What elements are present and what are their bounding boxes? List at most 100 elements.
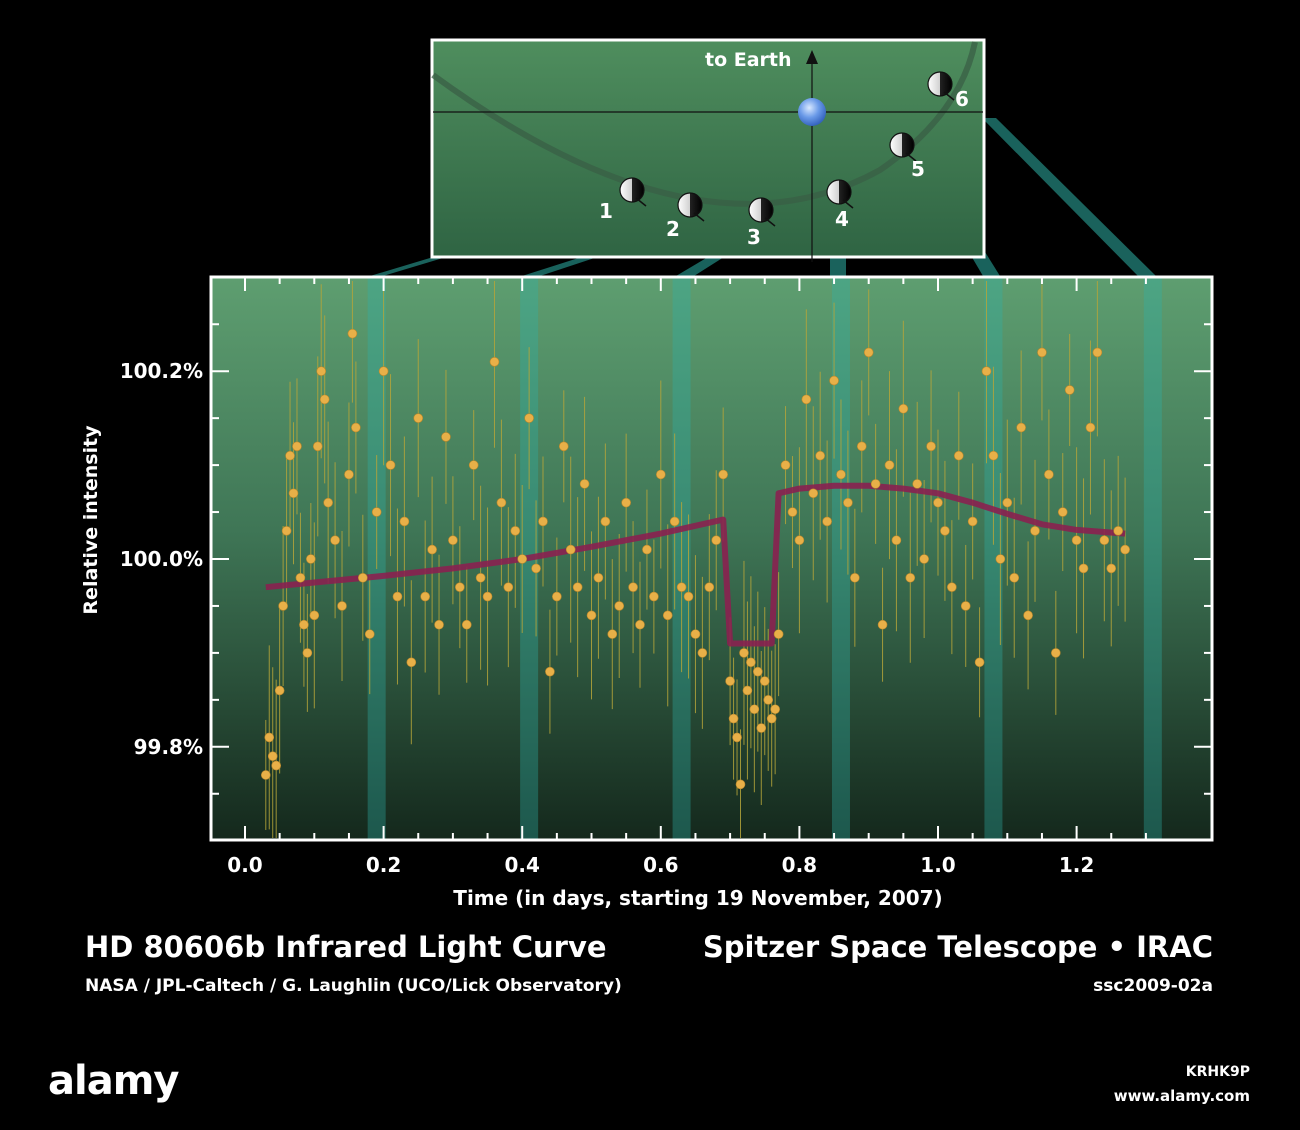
data-point <box>749 704 760 715</box>
data-point <box>1002 497 1013 508</box>
data-point <box>676 582 687 592</box>
data-point <box>870 479 881 489</box>
data-point <box>312 441 323 452</box>
data-points <box>260 328 1130 790</box>
data-point <box>988 450 999 461</box>
spin-axis-icon <box>943 91 955 101</box>
position-label: 2 <box>666 217 680 241</box>
data-point <box>392 591 403 602</box>
planet-position-6: 6 <box>927 71 969 111</box>
spin-axis-icon <box>905 152 917 162</box>
data-point <box>773 629 784 639</box>
data-point <box>524 413 534 423</box>
data-point <box>735 779 746 790</box>
brand-logo: alamy <box>48 1058 179 1104</box>
position-label: 4 <box>835 207 849 231</box>
data-point <box>981 366 992 377</box>
data-point <box>763 695 774 705</box>
planet-icon <box>826 179 852 205</box>
data-point <box>434 619 444 630</box>
data-point <box>281 526 292 536</box>
data-point <box>891 535 902 546</box>
spin-axis-icon <box>635 197 647 207</box>
data-point <box>669 516 680 527</box>
data-point <box>808 488 819 499</box>
data-point <box>884 460 895 470</box>
y-axis-label: Relative intensity <box>80 425 102 615</box>
data-point <box>420 591 430 602</box>
data-point <box>292 441 302 452</box>
x-tick-label: 0.2 <box>366 853 401 877</box>
y-tick-labels: 99.8% 100.0% 100.2% <box>120 359 203 759</box>
data-point <box>531 563 541 574</box>
x-tick-labels: 0.0 0.2 0.4 0.6 0.8 1.0 1.2 <box>227 853 1094 877</box>
data-point <box>285 450 295 461</box>
y-tick-label: 99.8% <box>134 735 203 759</box>
data-point <box>1092 347 1103 358</box>
data-point <box>770 704 780 715</box>
data-point <box>725 676 735 686</box>
light-curve-plot: 0.0 0.2 0.4 0.6 0.8 1.0 1.2 99.8%100.0%100.2% … <box>80 275 1214 910</box>
data-point <box>299 619 309 630</box>
planet-icon <box>677 192 703 218</box>
data-point <box>579 479 590 489</box>
data-point <box>905 572 916 583</box>
data-point <box>912 479 923 489</box>
data-point <box>1085 422 1096 433</box>
data-point <box>628 582 638 592</box>
data-point <box>960 601 971 611</box>
data-point <box>856 441 867 452</box>
data-point <box>863 347 874 358</box>
data-point <box>655 469 666 480</box>
y-tick-label: 100.0% <box>120 547 203 571</box>
data-point <box>690 629 701 639</box>
data-point <box>364 629 375 639</box>
data-point <box>843 497 853 508</box>
data-point <box>378 366 389 377</box>
data-point <box>794 535 805 546</box>
x-axis-label: Time (in days, starting 19 November, 200… <box>453 886 942 910</box>
data-point <box>510 526 521 536</box>
data-point <box>953 450 964 461</box>
data-point <box>1078 563 1089 574</box>
credit-line: NASA / JPL-Caltech / G. Laughlin (UCO/Li… <box>85 976 622 996</box>
data-point <box>1113 526 1123 536</box>
x-tick-label: 0.4 <box>504 853 539 877</box>
data-point <box>545 666 555 677</box>
data-point <box>309 610 320 621</box>
x-tick-label: 1.0 <box>920 853 955 877</box>
earth-arrow-icon <box>806 50 818 64</box>
star-icon <box>798 98 826 126</box>
data-point <box>503 582 514 592</box>
data-point <box>829 375 839 386</box>
data-point <box>586 610 597 621</box>
data-point <box>836 469 846 480</box>
planet-icon <box>748 197 774 223</box>
x-tick-label: 0.6 <box>643 853 678 877</box>
data-point <box>815 450 825 461</box>
data-point <box>850 572 860 583</box>
data-point <box>593 572 604 583</box>
planet-position-1: 1 <box>599 177 647 223</box>
highlight-band-4 <box>831 277 850 840</box>
instrument-title: Spitzer Space Telescope • IRAC <box>702 930 1213 964</box>
data-point <box>621 497 631 508</box>
data-point <box>642 544 652 555</box>
data-point <box>565 544 576 555</box>
earth-label: to Earth <box>705 49 792 71</box>
data-point <box>1064 385 1075 395</box>
data-point <box>455 582 465 592</box>
position-label: 6 <box>955 87 969 111</box>
highlight-band-5 <box>984 277 1003 840</box>
data-point <box>967 516 978 527</box>
data-point <box>406 657 417 668</box>
data-point <box>572 582 583 592</box>
data-point <box>1030 526 1040 536</box>
planet-position-5: 5 <box>889 132 925 181</box>
data-point <box>746 657 756 668</box>
data-point <box>600 516 611 527</box>
highlight-band-6 <box>1143 277 1162 840</box>
data-point <box>947 582 957 592</box>
data-point <box>780 460 791 470</box>
